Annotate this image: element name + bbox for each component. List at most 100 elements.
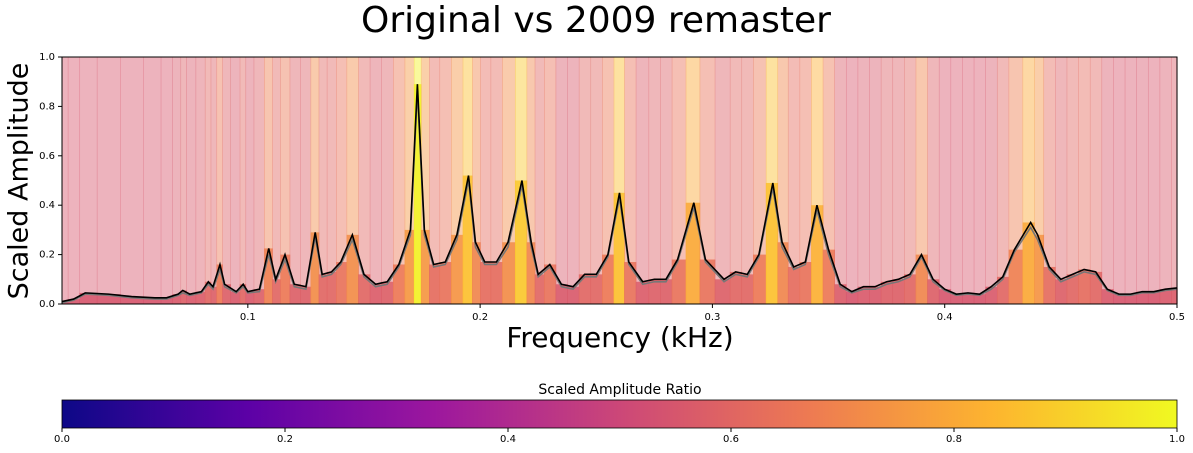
ratio-fill [685, 202, 701, 304]
colorbar-tick-label: 1.0 [1169, 434, 1185, 445]
ratio-stripe [526, 57, 536, 304]
ratio-fill [973, 294, 986, 304]
colorbar-label: Scaled Amplitude Ratio [538, 382, 701, 398]
ratio-fill [660, 279, 673, 304]
ratio-fill [962, 292, 975, 304]
ratio-fill [210, 286, 218, 304]
ratio-fill [272, 279, 281, 304]
ratio-fill [892, 279, 905, 304]
ratio-stripe [180, 57, 187, 304]
ratio-stripe [239, 57, 247, 304]
ratio-stripe [186, 57, 197, 304]
ratio-fill [195, 291, 206, 304]
ratio-fill [822, 249, 835, 304]
ratio-stripe [172, 57, 182, 304]
ratio-fill [502, 242, 516, 304]
ratio-stripe [1101, 57, 1114, 304]
ratio-fill [880, 281, 894, 304]
ratio-stripe [996, 57, 1010, 304]
ratio-fill [186, 294, 197, 304]
ratio-fill [439, 262, 452, 304]
colorbar-tick-label: 0.4 [500, 434, 516, 445]
ratio-stripe [624, 57, 637, 304]
ratio-fill [172, 294, 182, 304]
ratio-fill [590, 274, 603, 304]
ratio-fill [777, 242, 789, 304]
ratio-fill [514, 180, 528, 304]
ratio-stripe [245, 57, 255, 304]
ratio-fill [67, 299, 81, 304]
ratio-fill [310, 232, 320, 304]
ratio-fill [451, 234, 464, 304]
chart-title: Original vs 2009 remaster [361, 0, 831, 41]
ratio-fill [280, 254, 291, 304]
y-tick-label: 0.0 [39, 299, 55, 310]
ratio-fill [624, 262, 637, 304]
ratio-stripe [369, 57, 383, 304]
x-tick-label: 0.5 [1169, 312, 1185, 323]
ratio-fill [79, 292, 98, 304]
ratio-stripe [289, 57, 301, 304]
y-tick-label: 0.8 [39, 101, 55, 112]
ratio-stripe [336, 57, 348, 304]
ratio-stripe [272, 57, 281, 304]
ratio-fill [180, 290, 187, 304]
ratio-fill [490, 262, 503, 304]
ratio-fill [904, 274, 917, 304]
ratio-stripe [777, 57, 789, 304]
ratio-fill [413, 84, 422, 304]
ratio-fill [1043, 266, 1056, 304]
ratio-fill [699, 259, 716, 304]
ratio-stripe [1147, 57, 1161, 304]
ratio-fill [996, 276, 1010, 304]
ratio-fill [927, 279, 940, 304]
ratio-stripe [857, 57, 870, 304]
ratio-stripe [613, 57, 625, 304]
ratio-stripe [845, 57, 859, 304]
ratio-stripe [962, 57, 975, 304]
x-tick-label: 0.1 [240, 312, 256, 323]
ratio-stripe [753, 57, 767, 304]
ratio-fill [1089, 271, 1103, 304]
ratio-stripe [318, 57, 328, 304]
ratio-stripe [869, 57, 882, 304]
ratio-fill [1113, 294, 1126, 304]
ratio-stripe [973, 57, 986, 304]
ratio-stripe [1124, 57, 1137, 304]
ratio-fill [613, 192, 625, 304]
ratio-fill [1159, 289, 1172, 304]
ratio-fill [811, 205, 824, 304]
ratio-stripe [480, 57, 492, 304]
ratio-stripe [938, 57, 952, 304]
x-tick-label: 0.2 [472, 312, 488, 323]
ratio-stripe [143, 57, 162, 304]
y-axis-label: Scaled Amplitude [4, 63, 35, 300]
x-tick-label: 0.4 [937, 312, 953, 323]
colorbar-tick-label: 0.8 [946, 434, 962, 445]
ratio-stripe [210, 57, 218, 304]
ratio-stripe [310, 57, 320, 304]
ratio-fill [160, 297, 173, 304]
y-tick-label: 0.4 [39, 200, 55, 211]
ratio-fill [578, 274, 592, 304]
ratio-stripe [67, 57, 81, 304]
ratio-fill [381, 281, 394, 304]
ratio-fill [369, 284, 383, 304]
ratio-fill [1124, 294, 1137, 304]
ratio-stripe [490, 57, 503, 304]
ratio-fill [420, 229, 430, 304]
ratio-fill [729, 271, 743, 304]
ratio-stripe [1113, 57, 1126, 304]
ratio-fill [1147, 291, 1161, 304]
ratio-stripe [985, 57, 998, 304]
ratio-fill [741, 274, 754, 304]
ratio-stripe [216, 57, 223, 304]
ratio-stripe [648, 57, 661, 304]
ratio-stripe [1043, 57, 1056, 304]
ratio-fill [1055, 279, 1068, 304]
ratio-stripe [915, 57, 928, 304]
ratio-stripe [699, 57, 716, 304]
ratio-stripe [62, 57, 69, 304]
ratio-stripe [741, 57, 754, 304]
